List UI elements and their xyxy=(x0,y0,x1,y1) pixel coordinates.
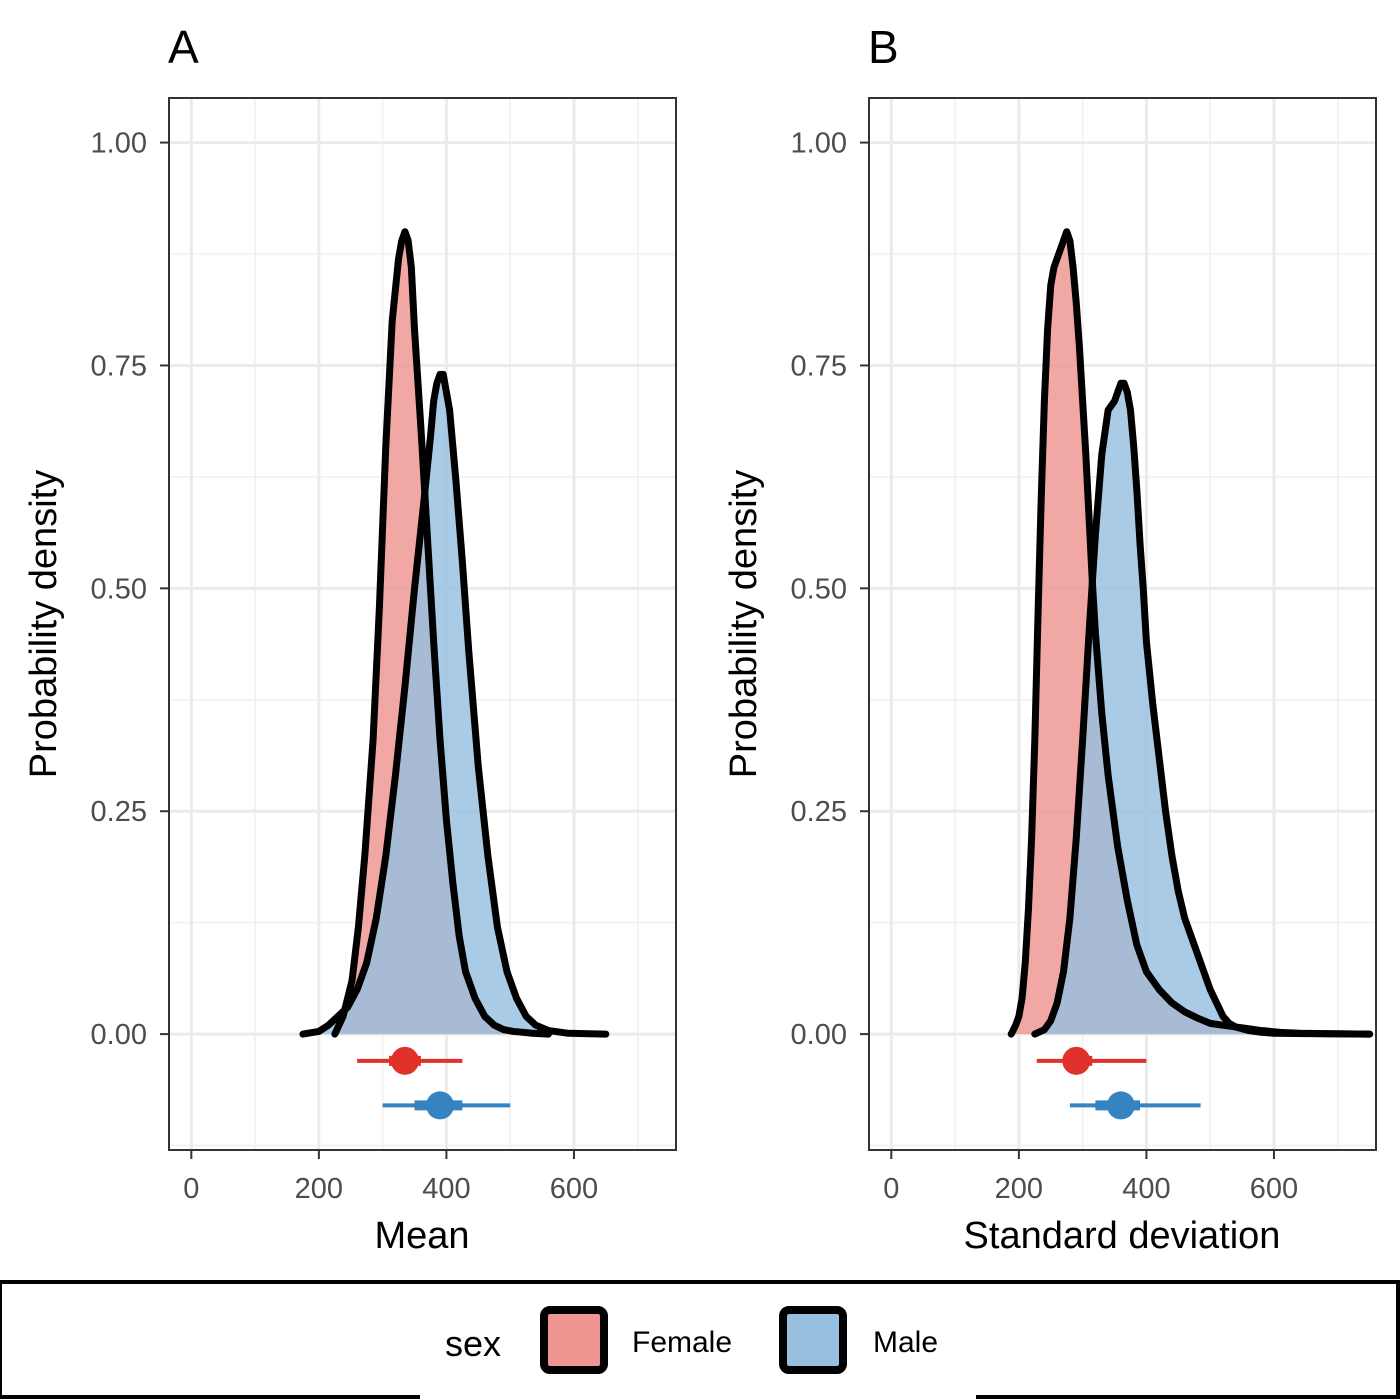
panel-b-x-tick-label: 400 xyxy=(1122,1173,1170,1205)
density-outline-male xyxy=(299,370,610,1038)
interval-point-female xyxy=(390,1046,419,1075)
panel-b-x-axis-title: Standard deviation xyxy=(964,1215,1281,1257)
legend-key-female xyxy=(540,1306,608,1374)
panel-b-y-axis-title: Probability density xyxy=(723,470,765,778)
panel-b-y-tick-label: 0.00 xyxy=(791,1019,847,1051)
panel-a-intervals xyxy=(357,1046,511,1120)
panel-b-y-tick-label: 0.75 xyxy=(791,350,847,382)
panel-b-y-tick-label: 0.25 xyxy=(791,796,847,828)
panel-a-y-tick-label: 0.00 xyxy=(91,1019,147,1051)
panel-b-axes: 0 200 400 600 0.00 0.25 0.50 0.75 1.00 xyxy=(791,128,1299,1205)
panel-tag-b: B xyxy=(868,21,899,73)
legend: sex Female Male xyxy=(445,1306,938,1374)
panel-a-y-tick-label: 1.00 xyxy=(91,128,147,160)
density-outline-female xyxy=(331,228,552,1038)
panel-b-x-tick-label: 0 xyxy=(883,1173,899,1205)
panel-a-x-axis-title: Mean xyxy=(374,1215,469,1257)
panel-b-x-tick-label: 200 xyxy=(995,1173,1043,1205)
panel-b-y-tick-label: 1.00 xyxy=(791,128,847,160)
panel-b-intervals xyxy=(1036,1046,1201,1120)
legend-label-male: Male xyxy=(873,1326,938,1359)
panel-b-y-tick-label: 0.50 xyxy=(791,573,847,605)
legend-label-female: Female xyxy=(632,1326,732,1359)
legend-key-male xyxy=(779,1306,847,1374)
density-outline-male xyxy=(1031,379,1374,1038)
panel-a-y-tick-label: 0.50 xyxy=(91,573,147,605)
density-outline-female xyxy=(1007,228,1374,1038)
panel-a: A 0 200 400 600 0.00 0.25 0.50 0.75 1.00 Mean Pr… xyxy=(23,21,677,1257)
panel-b-border xyxy=(868,97,1377,1151)
density-area-male xyxy=(1034,383,1370,1035)
panel-a-axes: 0 200 400 600 0.00 0.25 0.50 0.75 1.00 xyxy=(91,128,599,1205)
interval-point-male xyxy=(1106,1091,1135,1120)
legend-title: sex xyxy=(445,1323,501,1364)
panel-b: B 0 200 400 600 0.00 0.25 0.50 0.75 1.00 Standar… xyxy=(723,21,1377,1257)
density-area-female xyxy=(1011,231,1370,1035)
interval-point-female xyxy=(1062,1046,1091,1075)
panel-a-y-tick-label: 0.25 xyxy=(91,796,147,828)
panel-a-x-tick-label: 400 xyxy=(422,1173,470,1205)
interval-point-male xyxy=(426,1091,455,1120)
legend-frame xyxy=(0,1280,1400,1399)
density-area-male xyxy=(302,374,606,1035)
panel-b-density-areas xyxy=(1007,228,1374,1038)
panel-a-x-tick-label: 200 xyxy=(295,1173,343,1205)
panel-a-y-tick-label: 0.75 xyxy=(91,350,147,382)
panel-a-density-areas xyxy=(299,228,610,1038)
panel-a-y-axis-title: Probability density xyxy=(23,470,65,778)
panel-a-border xyxy=(168,97,677,1151)
panel-b-x-tick-label: 600 xyxy=(1250,1173,1298,1205)
panel-a-x-tick-label: 0 xyxy=(183,1173,199,1205)
panel-tag-a: A xyxy=(168,21,199,73)
panel-a-x-tick-label: 600 xyxy=(550,1173,598,1205)
